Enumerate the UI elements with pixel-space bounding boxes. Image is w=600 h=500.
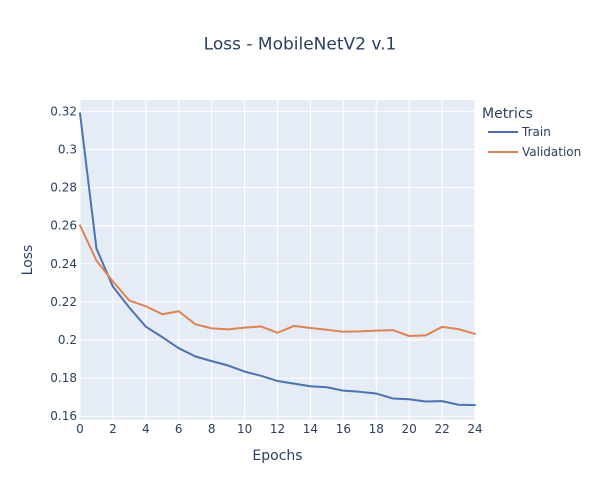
y-tick-label: 0.32 (50, 104, 77, 118)
x-tick-label: 16 (336, 422, 351, 436)
x-tick-label: 14 (303, 422, 318, 436)
y-tick-label: 0.26 (50, 219, 77, 233)
legend: Metrics Train Validation (482, 106, 581, 159)
y-axis-title: Loss (20, 245, 36, 276)
x-tick-label: 22 (434, 422, 449, 436)
y-tick-label: 0.22 (50, 295, 77, 309)
chart-title: Loss - MobileNetV2 v.1 (204, 35, 397, 55)
x-tick-label: 4 (142, 422, 150, 436)
grid-lines (79, 100, 476, 420)
x-tick-label: 20 (402, 422, 417, 436)
x-tick-label: 2 (109, 422, 117, 436)
x-tick-label: 0 (76, 422, 84, 436)
legend-label-train: Train (521, 125, 551, 139)
y-tick-label: 0.3 (58, 143, 77, 157)
y-tick-label: 0.16 (50, 409, 77, 423)
x-tick-label: 8 (208, 422, 216, 436)
y-tick-label: 0.24 (50, 257, 77, 271)
x-axis-title: Epochs (252, 448, 302, 464)
series-lines (79, 112, 476, 407)
x-tick-label: 18 (369, 422, 384, 436)
legend-title: Metrics (482, 106, 533, 122)
series-line-validation (79, 224, 476, 337)
x-tick-label: 6 (175, 422, 183, 436)
series-line-train (79, 112, 476, 407)
axis-ticks: 0 2 4 6 8 10 12 14 16 18 20 22 240.160.180.20.220.24… (50, 104, 482, 436)
legend-label-validation: Validation (522, 145, 581, 159)
x-tick-label: 12 (270, 422, 285, 436)
x-tick-label: 10 (237, 422, 252, 436)
y-tick-label: 0.28 (50, 181, 77, 195)
x-tick-label: 24 (467, 422, 482, 436)
y-tick-label: 0.18 (50, 371, 77, 385)
y-tick-label: 0.2 (58, 333, 77, 347)
